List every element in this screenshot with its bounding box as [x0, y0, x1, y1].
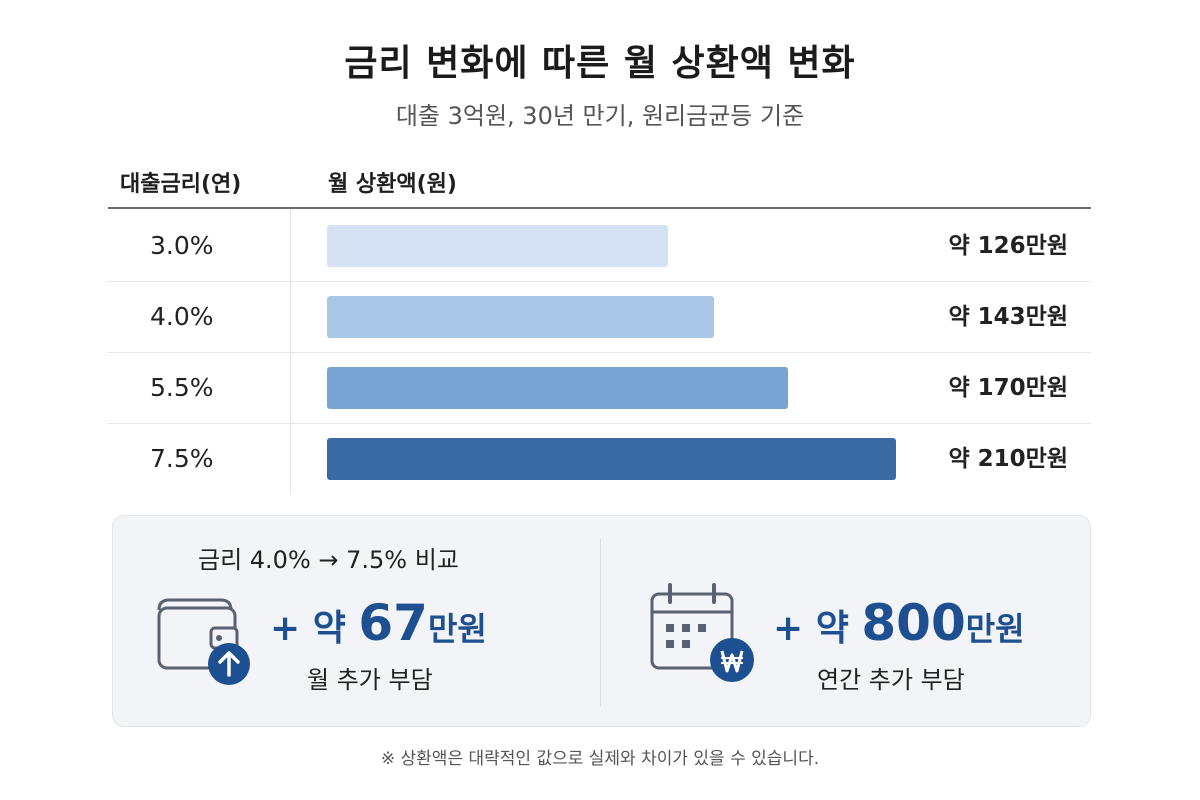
row-divider [108, 423, 1091, 424]
yearly-caption: 연간 추가 부담 [817, 666, 965, 694]
row-divider [108, 281, 1091, 282]
footnote: ※ 상환액은 대략적인 값으로 실제와 차이가 있을 수 있습니다. [380, 749, 820, 769]
wallet-up-arrow-icon [157, 598, 250, 685]
header-rule [108, 207, 1091, 209]
summary-divider [600, 538, 601, 706]
column-header-payment: 월 상환액(원) [328, 172, 457, 197]
monthly-prefix: + 약 [270, 608, 359, 649]
payment-bar [327, 367, 788, 409]
yearly-increase-value: + 약 800만원 [773, 594, 1025, 652]
monthly-unit: 만원 [427, 610, 487, 648]
payment-value-label: 약 143만원 [948, 304, 1069, 330]
rate-label: 7.5% [150, 444, 214, 473]
yearly-unit: 만원 [965, 610, 1025, 648]
payment-value-label: 약 210만원 [948, 446, 1069, 472]
payment-value-label: 약 126만원 [948, 233, 1069, 259]
yearly-prefix: + 약 [773, 608, 862, 649]
payment-bar [327, 225, 668, 267]
compare-label: 금리 4.0% → 7.5% 비교 [198, 546, 459, 574]
chart-subtitle: 대출 3억원, 30년 만기, 원리금균등 기준 [395, 102, 805, 130]
payment-value-label: 약 170만원 [948, 375, 1069, 401]
column-divider [290, 209, 291, 494]
rate-label: 5.5% [150, 373, 214, 402]
calendar-won-icon [650, 583, 754, 682]
monthly-increase-value: + 약 67만원 [270, 594, 487, 652]
payment-bar [327, 296, 714, 338]
monthly-caption: 월 추가 부담 [307, 666, 433, 694]
chart-title: 금리 변화에 따른 월 상환액 변화 [344, 43, 856, 84]
summary-panel [112, 515, 1091, 727]
rate-label: 3.0% [150, 231, 214, 260]
column-header-rate: 대출금리(연) [120, 172, 242, 197]
monthly-number: 67 [358, 594, 428, 652]
rate-label: 4.0% [150, 302, 214, 331]
payment-bar [327, 438, 896, 480]
yearly-number: 800 [861, 594, 966, 652]
row-divider [108, 352, 1091, 353]
